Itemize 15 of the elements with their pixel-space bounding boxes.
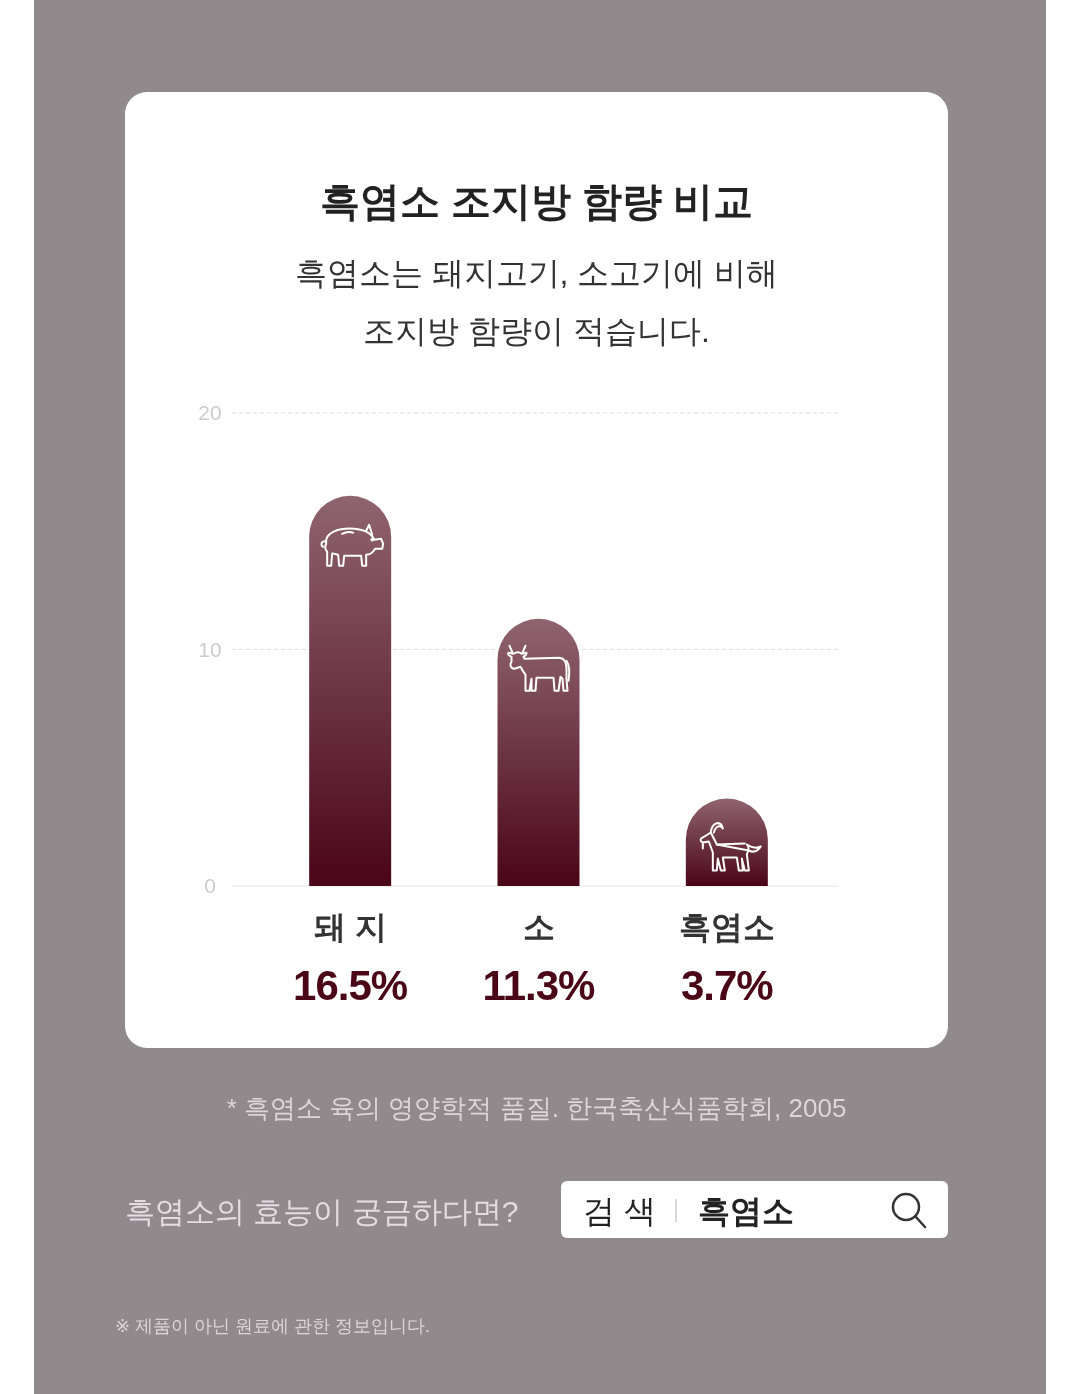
x-tick-label: 흑염소 [678, 909, 775, 945]
text: 검 색 [583, 1193, 656, 1229]
text: * 흑염소 육의 영양학적 품질. 한국축산식품학회, 2005 [226, 1093, 847, 1123]
data-label: 16.5% [293, 962, 408, 1009]
bar [497, 618, 580, 886]
x-tick-label: 소 [522, 909, 555, 945]
x-tick-label: 돼 지 [313, 909, 387, 945]
data-label: 11.3% [482, 962, 596, 1009]
bar [309, 495, 392, 886]
chart-title: 흑염소 조지방 함량 비교 [319, 179, 754, 223]
text: ※ 제품이 아닌 원료에 관한 정보입니다. [115, 1316, 431, 1336]
data-label: 3.7% [680, 962, 774, 1009]
text: 흑염소의 효능이 궁금하다면? [125, 1195, 519, 1228]
text: 흑염소 [698, 1193, 794, 1229]
chart-subtitle: 흑염소는 돼지고기, 소고기에 비해 조지방 함량이 적습니다. [294, 255, 779, 349]
